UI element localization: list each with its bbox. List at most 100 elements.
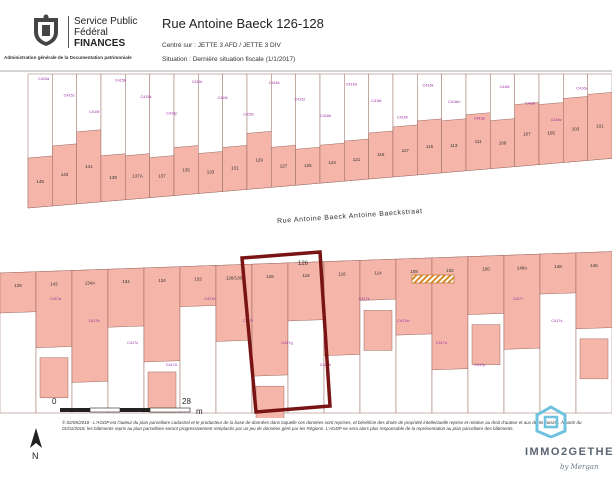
top-building — [587, 92, 612, 161]
parcel-number-label: 126 — [266, 274, 274, 279]
bottom-building — [251, 262, 289, 377]
parcel-number-label: 118 — [302, 273, 310, 278]
parcel-number-label: 142 — [50, 282, 58, 287]
parcel-number-label: 119 — [377, 152, 385, 157]
parcel-number-label: 113 — [450, 143, 458, 148]
cadastral-id-label: C416m — [448, 100, 460, 104]
cadastral-id-label: C416t — [525, 101, 536, 105]
org-name-line3: FINANCES — [74, 38, 126, 49]
annex-building — [39, 357, 69, 398]
cadastral-id-label: C417s — [551, 319, 562, 323]
map-header: Service Public Fédéral FINANCES Administ… — [0, 0, 612, 70]
hatched-parcel — [411, 274, 455, 284]
annex-building — [363, 310, 393, 351]
top-parcel-sublabels: C415a C415c C415f C415h C415k C415p C415r C415t… — [38, 77, 587, 122]
parcel-number-label: 103 — [572, 126, 580, 131]
scale-start: 0 — [52, 397, 57, 406]
bottom-building — [71, 268, 109, 383]
highlighted-parcel-outline[interactable] — [240, 250, 332, 414]
bottom-building — [107, 267, 145, 328]
cadastral-map: 145 143 141 139 137A 137 135 133 131 129 127 125 123… — [0, 68, 612, 418]
parcel-number-label: 134A — [85, 280, 96, 285]
parcel-number-label: 105 — [547, 131, 555, 136]
cadastral-id-label: C415f — [89, 110, 100, 114]
parcel-number-label: 128/130 — [226, 275, 243, 280]
parcel-number-label: 116 — [338, 272, 346, 277]
cadastral-id-label: C415k — [141, 95, 152, 99]
parcel-number-label: 121 — [353, 157, 361, 162]
copyright-disclaimer: © 02/05/2018 - L'AGDP est l'auteur du pl… — [62, 420, 582, 431]
parcel-number-label: 101 — [596, 123, 604, 128]
org-name-line2: Fédéral — [74, 27, 108, 38]
cadastral-id-label: C415v — [243, 113, 254, 117]
parcel-number-label: 134 — [158, 278, 166, 283]
cadastral-id-label: C416d — [346, 82, 357, 86]
page-title: Rue Antoine Baeck 126-128 — [162, 16, 324, 31]
cadastral-id-label: C417g — [281, 341, 292, 345]
cadastral-id-label: C416x — [576, 86, 587, 90]
bottom-building — [539, 252, 577, 295]
cadastral-id-label: C417c — [127, 341, 138, 345]
parcel-number-label: 111 — [475, 139, 482, 144]
parcel-number-label: 108 — [410, 269, 418, 274]
scale-bar: 0 28 m — [52, 397, 203, 416]
cadastral-id-label: C417e — [204, 297, 215, 301]
cadastral-id-label: C415t — [217, 96, 228, 100]
parcel-number-label: 148 — [554, 264, 562, 269]
cadastral-id-label: C416r — [499, 85, 510, 89]
north-arrow-icon — [30, 428, 42, 448]
bottom-building — [431, 256, 469, 371]
parcel-number-label: 134 — [122, 279, 130, 284]
bottom-building — [467, 255, 505, 315]
parcel-number-label: 123 — [328, 160, 336, 165]
cadastral-id-label: C415h — [115, 78, 126, 82]
cadastral-id-label: C416f — [371, 99, 382, 103]
parcel-number-label: 128 — [14, 283, 22, 288]
cadastral-id-label: C415c — [64, 94, 75, 98]
scale-unit: m — [196, 407, 203, 416]
cadastral-id-label: C417r — [513, 297, 524, 301]
brand-name: IMMO2GETHER — [525, 446, 612, 458]
cadastral-id-label: C415x — [269, 81, 280, 85]
parcel-number-label: 115 — [426, 144, 434, 149]
org-divider — [68, 16, 69, 48]
cadastral-id-label: C416h — [397, 115, 408, 119]
parcel-number-label: 132 — [194, 277, 202, 282]
bottom-parcel-row: 128 142 134A 134 134 132 128/130 126 118 116 114 10… — [0, 251, 612, 418]
parcel-number-label: 129 — [255, 157, 263, 162]
annex-building — [147, 371, 177, 413]
org-name-line1: Service Public — [74, 16, 138, 27]
parcel-number-label: 109 — [499, 141, 507, 146]
cadastral-id-label: C415a — [38, 77, 50, 81]
top-parcel-row: 145 143 141 139 137A 137 135 133 131 129 127 125 123… — [27, 73, 612, 209]
parcel-number-label: 102 — [446, 268, 454, 273]
parcel-number-label: 137 — [158, 174, 166, 179]
cadastral-id-label: C417a — [50, 297, 62, 301]
parcel-number-label: 107 — [523, 132, 531, 137]
parcel-number-label: 145 — [36, 179, 44, 184]
parcel-number-label: 131 — [231, 165, 239, 170]
cadastral-id-label: C416p — [474, 117, 485, 121]
annex-building — [579, 338, 609, 380]
parcel-number-label: 143 — [61, 172, 69, 177]
bottom-building — [287, 261, 325, 322]
cadastral-id-label: C417m — [397, 319, 409, 323]
annex-building — [471, 324, 501, 365]
parcel-number-label: 100 — [482, 267, 490, 272]
centred-on-text: Centré sur : JETTE 3 AFD / JETTE 3 DIV — [162, 42, 281, 49]
cadastral-id-label: C417k — [359, 297, 370, 301]
parcel-number-label: 139 — [109, 175, 117, 180]
parcel-number-label: 141 — [85, 164, 93, 169]
belgian-coat-of-arms-icon — [34, 14, 58, 46]
cadastral-id-label: C415r — [192, 80, 203, 84]
parcel-number-label: 114 — [374, 270, 382, 275]
parcel-number-label: 135 — [182, 168, 190, 173]
cadastral-id-label: C415p — [166, 111, 177, 115]
brand-subtitle: by Mergan — [560, 463, 599, 471]
bottom-building — [359, 258, 397, 301]
north-label: N — [32, 451, 39, 461]
cadastral-id-label: C415z — [294, 98, 305, 102]
cadastral-id-label: C417b — [89, 319, 100, 323]
situation-text: Situation : Dernière situation fiscale (… — [162, 56, 296, 63]
parcel-number-label: 127 — [280, 163, 288, 168]
